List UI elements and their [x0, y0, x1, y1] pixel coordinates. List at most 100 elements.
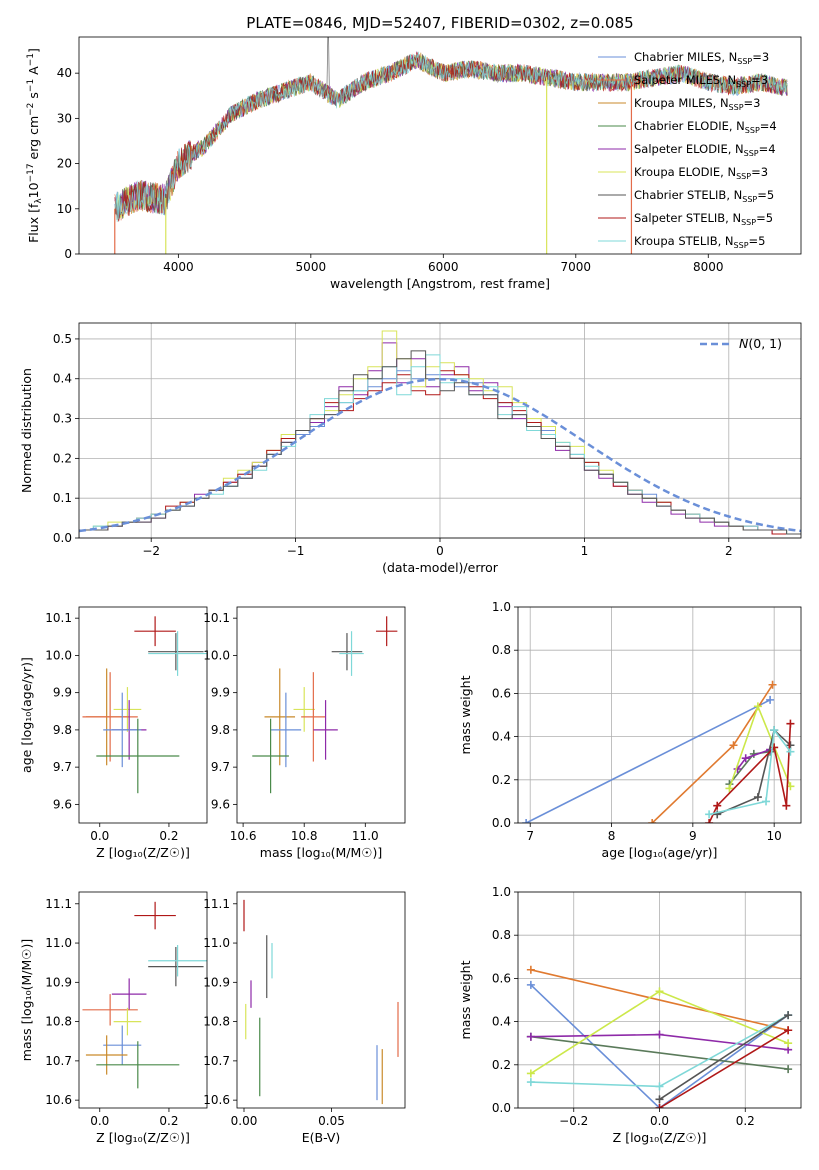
axes-age_vs_mass: 10.6 10.8 11.0 9.6 9.7 9.8 9.9 10.0 10.1 mass [lo…: [203, 606, 406, 860]
plot-area-mass_vs_Z: [82, 901, 207, 1089]
weight-marker: [766, 695, 775, 704]
weight-marker: [526, 980, 535, 989]
axes-mass_vs_Z: 0.0 0.2 10.6 10.7 10.8 10.9 11.0 11.1 Z [log₁₀(Z…: [19, 891, 208, 1145]
y-tick-label: 0.0: [53, 531, 72, 545]
legend-label: N(0, 1): [739, 336, 782, 351]
y-tick-label: 0.1: [53, 491, 72, 505]
y-tick-label: 10: [57, 202, 72, 216]
y-tick-label: 0.2: [492, 773, 511, 787]
weight-marker: [655, 1104, 664, 1108]
weight-marker: [526, 1078, 535, 1087]
weight-marker: [655, 987, 664, 996]
y-tick-label: 10.6: [45, 1093, 72, 1107]
y-tick-label: 0.2: [53, 451, 72, 465]
axes-frame: [236, 891, 406, 1109]
x-tick-label: 0.2: [159, 829, 178, 843]
legend-label: Salpeter MILES, NSSP=3: [634, 73, 768, 89]
weight-marker: [705, 819, 714, 823]
y-tick-label: 9.9: [211, 686, 230, 700]
y-tick-label: 10.7: [203, 1054, 230, 1068]
weight-marker: [741, 754, 750, 763]
y-tick-label: 0.3: [53, 412, 72, 426]
y-tick-label: 11.1: [45, 897, 72, 911]
x-axis-label: wavelength [Angstrom, rest frame]: [330, 276, 550, 291]
y-tick-label: 0.4: [53, 372, 72, 386]
x-axis-label: (data-model)/error: [382, 560, 499, 575]
y-tick-label: 10.7: [45, 1054, 72, 1068]
x-tick-label: 0.05: [318, 1114, 345, 1128]
y-tick-label: 10.1: [45, 611, 72, 625]
legend-label: Salpeter STELIB, NSSP=5: [634, 211, 773, 227]
weight-marker: [762, 797, 771, 806]
y-tick-label: 11.0: [45, 936, 72, 950]
y-tick-label: 0.2: [492, 1058, 511, 1072]
x-tick-label: 11.0: [352, 829, 379, 843]
weight-marker: [784, 1026, 793, 1035]
y-tick-label: 0.4: [492, 730, 511, 744]
weight-marker: [786, 747, 795, 756]
weight-series: [525, 699, 771, 823]
weight-marker: [784, 1065, 793, 1074]
x-tick-label: 6000: [428, 260, 459, 274]
y-tick-label: 11.0: [203, 936, 230, 950]
y-tick-label: 1.0: [492, 885, 511, 899]
y-tick-label: 9.8: [211, 723, 230, 737]
weight-series: [708, 723, 792, 823]
y-tick-label: 9.6: [53, 797, 72, 811]
weight-series: [659, 1014, 789, 1101]
weight-series: [728, 704, 792, 789]
legend-label: Kroupa MILES, NSSP=3: [634, 96, 760, 112]
y-axis-label: mass weight: [458, 675, 473, 754]
y-axis-label: Normed distribution: [19, 368, 34, 493]
plot-area-age_vs_Z: [82, 616, 207, 794]
y-tick-label: 0.0: [492, 1101, 511, 1115]
y-tick-label: 9.7: [53, 760, 72, 774]
figure-title: PLATE=0846, MJD=52407, FIBERID=0302, z=0…: [246, 14, 633, 32]
x-tick-label: 0: [436, 544, 444, 558]
weight-marker: [655, 1030, 664, 1039]
weight-marker: [705, 810, 714, 819]
x-tick-label: 8: [608, 829, 616, 843]
plot-area-spectrum: [114, 37, 788, 254]
histogram-series: [79, 350, 801, 538]
weight-marker: [526, 1069, 535, 1078]
y-tick-label: 0.6: [492, 971, 511, 985]
weight-marker: [784, 1039, 793, 1048]
spectrum-series: [114, 51, 788, 223]
weight-series: [708, 728, 792, 816]
x-axis-label: E(B-V): [302, 1130, 341, 1145]
y-tick-label: 0.0: [492, 816, 511, 830]
x-tick-label: 10: [767, 829, 782, 843]
axes-residuals: −2 −1 0 1 2 0.0 0.1 0.2 0.3 0.4 0.5 (data-model)/er…: [19, 322, 802, 575]
y-tick-label: 10.0: [45, 648, 72, 662]
x-tick-label: 2: [725, 544, 733, 558]
x-tick-label: 7000: [561, 260, 592, 274]
y-tick-label: 10.9: [203, 975, 230, 989]
weight-marker: [648, 819, 657, 823]
x-axis-label: Z [log₁₀(Z/Z☉)]: [96, 1130, 190, 1145]
weight-series: [659, 1029, 789, 1108]
x-tick-label: 10.6: [230, 829, 257, 843]
x-tick-label: 8000: [693, 260, 724, 274]
weight-marker: [768, 680, 777, 689]
weight-marker: [655, 1082, 664, 1091]
y-tick-label: 10.9: [45, 975, 72, 989]
x-tick-label: 4000: [163, 260, 194, 274]
x-tick-label: 0.2: [736, 1114, 755, 1128]
axes-frame: [517, 891, 802, 1109]
axes-frame: [78, 891, 208, 1109]
weight-marker: [522, 819, 531, 823]
axes-age_vs_Z: 0.0 0.2 9.6 9.7 9.8 9.9 10.0 10.1 Z [log₁₀(Z/Z☉)…: [19, 606, 208, 860]
weight-series: [530, 969, 789, 1031]
x-tick-label: 9: [689, 829, 697, 843]
y-tick-label: 0.5: [53, 332, 72, 346]
x-tick-label: 5000: [296, 260, 327, 274]
x-tick-label: 1: [581, 544, 589, 558]
y-tick-label: 9.9: [53, 686, 72, 700]
y-tick-label: 1.0: [492, 600, 511, 614]
weight-marker: [753, 702, 762, 711]
x-axis-label: age [log₁₀(age/yr)]: [602, 845, 718, 860]
weight-marker: [713, 801, 722, 810]
y-tick-label: 40: [57, 66, 72, 80]
